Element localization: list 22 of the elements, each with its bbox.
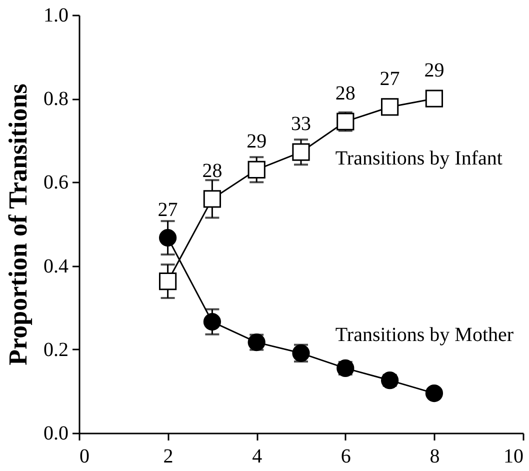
- annotation: 27: [380, 68, 400, 90]
- x-tick-label: 10: [504, 446, 524, 468]
- y-tick-label: 0.4: [44, 255, 68, 278]
- y-axis-title: Proportion of Transitions: [4, 84, 32, 366]
- annotation: 27: [158, 198, 178, 221]
- y-tick-label: 0.0: [44, 422, 68, 444]
- x-tick-label: 2: [163, 446, 174, 468]
- annotation: 29: [246, 130, 267, 153]
- series-label: Transitions by Infant: [335, 148, 503, 170]
- annotation: 33: [291, 113, 311, 136]
- annotation: 29: [424, 60, 444, 82]
- y-tick-label: 0.2: [44, 338, 68, 361]
- annotation: 28: [202, 160, 222, 182]
- x-tick-label: 6: [340, 446, 351, 468]
- x-tick-label: 8: [430, 446, 440, 468]
- x-tick-label: 0: [80, 446, 90, 468]
- x-tick-label: 4: [252, 446, 262, 468]
- series-label: Transitions by Mother: [335, 324, 514, 346]
- annotation: 28: [335, 82, 356, 105]
- y-tick-label: 0.8: [44, 88, 68, 110]
- y-tick-label: 1.0: [44, 4, 68, 26]
- y-tick-label: 0.6: [44, 172, 68, 194]
